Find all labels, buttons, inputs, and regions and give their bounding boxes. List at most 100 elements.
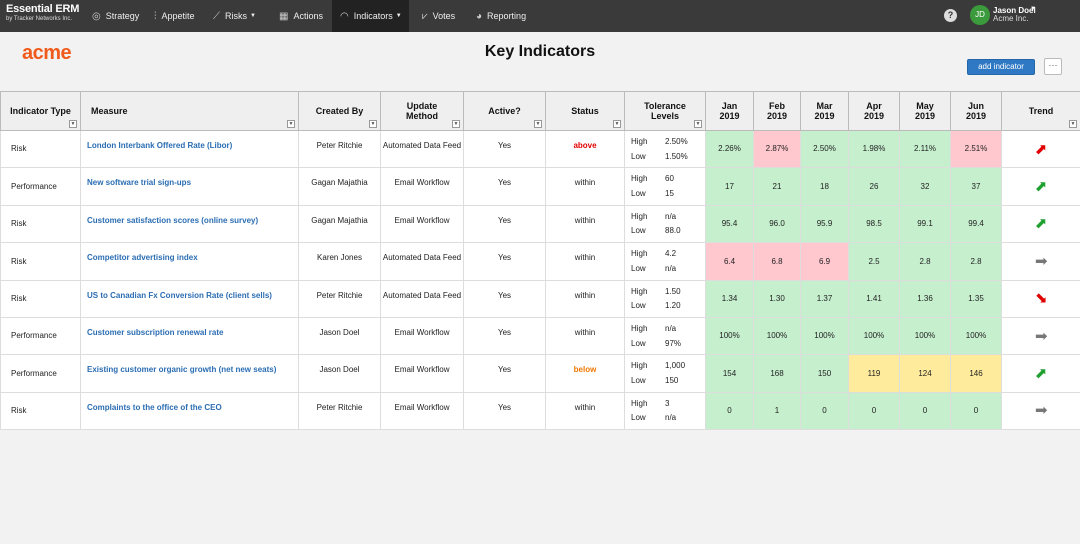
column-header[interactable]: Mar 2019 (800, 91, 849, 131)
month-value[interactable]: 100% (899, 316, 951, 356)
month-value[interactable]: 1.41 (848, 279, 900, 318)
column-header[interactable]: Jun 2019 (950, 91, 1002, 131)
month-value[interactable]: 2.26% (705, 129, 754, 169)
month-value[interactable]: 1.36 (899, 279, 951, 318)
measure-link[interactable]: Customer subscription renewal rate (80, 316, 299, 356)
month-value[interactable]: 17 (705, 167, 754, 206)
measure-link[interactable]: Complaints to the office of the CEO (80, 391, 299, 431)
month-value[interactable]: 168 (753, 354, 801, 393)
column-header[interactable]: Indicator Type ▼ (0, 91, 81, 131)
month-value[interactable]: 154 (705, 354, 754, 393)
month-value[interactable]: 0 (848, 391, 900, 431)
filter-icon[interactable]: ▼ (452, 120, 460, 128)
month-value[interactable]: 6.8 (753, 242, 801, 281)
month-value[interactable]: 32 (899, 167, 951, 206)
measure-link[interactable]: Existing customer organic growth (net ne… (80, 354, 299, 393)
measure-link[interactable]: London Interbank Offered Rate (Libor) (80, 129, 299, 169)
month-value[interactable]: 6.9 (800, 242, 849, 281)
measure-link[interactable]: US to Canadian Fx Conversion Rate (clien… (80, 279, 299, 318)
filter-icon[interactable]: ▼ (69, 120, 77, 128)
column-header[interactable]: Active? ▼ (463, 91, 546, 131)
filter-icon[interactable]: ▼ (613, 120, 621, 128)
measure-link[interactable]: Customer satisfaction scores (online sur… (80, 204, 299, 244)
nav-risks[interactable]: ⟋ Risks ▼ (213, 0, 256, 32)
month-value[interactable]: 2.5 (848, 242, 900, 281)
month-value[interactable]: 100% (753, 316, 801, 356)
nav-indicators[interactable]: ◠ Indicators ▼ (332, 0, 409, 32)
nav-reporting[interactable]: ◕ Reporting (476, 0, 526, 32)
month-value[interactable]: 18 (800, 167, 849, 206)
month-value[interactable]: 98.5 (848, 204, 900, 244)
nav-votes[interactable]: ⩗ Votes (422, 0, 455, 32)
month-value[interactable]: 37 (950, 167, 1002, 206)
table-row[interactable]: Risk London Interbank Offered Rate (Libor… (0, 129, 1080, 169)
filter-icon[interactable]: ▼ (287, 120, 295, 128)
month-value[interactable]: 0 (899, 391, 951, 431)
column-header[interactable]: May 2019 (899, 91, 951, 131)
month-value[interactable]: 96.0 (753, 204, 801, 244)
month-value[interactable]: 2.51% (950, 129, 1002, 169)
measure-link[interactable]: Competitor advertising index (80, 242, 299, 281)
month-value[interactable]: 146 (950, 354, 1002, 393)
month-value[interactable]: 26 (848, 167, 900, 206)
column-header[interactable]: Created By ▼ (298, 91, 381, 131)
table-row[interactable]: Risk Competitor advertising index Karen Jo… (0, 242, 1080, 281)
month-value[interactable]: 95.9 (800, 204, 849, 244)
month-value[interactable]: 2.8 (899, 242, 951, 281)
table-row[interactable]: Performance New software trial sign-ups Ga… (0, 167, 1080, 206)
month-value[interactable]: 100% (950, 316, 1002, 356)
month-value[interactable]: 100% (705, 316, 754, 356)
nav-appetite[interactable]: ⫶ Appetite (154, 0, 195, 32)
month-value[interactable]: 2.8 (950, 242, 1002, 281)
column-header[interactable]: Status ▼ (545, 91, 625, 131)
measure-link[interactable]: New software trial sign-ups (80, 167, 299, 206)
column-header[interactable]: Feb 2019 (753, 91, 801, 131)
month-value[interactable]: 0 (950, 391, 1002, 431)
month-value[interactable]: 1 (753, 391, 801, 431)
month-value[interactable]: 95.4 (705, 204, 754, 244)
month-value[interactable]: 99.1 (899, 204, 951, 244)
month-value[interactable]: 21 (753, 167, 801, 206)
column-header[interactable]: Trend ▼ (1001, 91, 1080, 131)
nav-actions[interactable]: ▦ Actions (279, 0, 323, 32)
filter-icon[interactable]: ▼ (694, 120, 702, 128)
column-header[interactable]: Apr 2019 (848, 91, 900, 131)
month-value[interactable]: 0 (705, 391, 754, 431)
avatar[interactable]: JD (970, 5, 990, 25)
month-value[interactable]: 99.4 (950, 204, 1002, 244)
month-value[interactable]: 2.11% (899, 129, 951, 169)
add-indicator-button[interactable]: add indicator (967, 59, 1035, 75)
month-value[interactable]: 119 (848, 354, 900, 393)
month-value[interactable]: 2.87% (753, 129, 801, 169)
user-name[interactable]: Jason Doel (993, 6, 1036, 15)
column-header[interactable]: Jan 2019 (705, 91, 754, 131)
filter-icon[interactable]: ▼ (369, 120, 377, 128)
table-row[interactable]: Risk US to Canadian Fx Conversion Rate (c… (0, 279, 1080, 318)
table-row[interactable]: Performance Customer subscription renewal… (0, 316, 1080, 356)
month-value[interactable]: 2.50% (800, 129, 849, 169)
month-value[interactable]: 150 (800, 354, 849, 393)
user-menu-chevron-icon[interactable]: ▼ (1030, 6, 1036, 12)
table-row[interactable]: Performance Existing customer organic gro… (0, 354, 1080, 393)
month-value[interactable]: 0 (800, 391, 849, 431)
month-value[interactable]: 1.35 (950, 279, 1002, 318)
month-value[interactable]: 100% (848, 316, 900, 356)
month-value[interactable]: 1.30 (753, 279, 801, 318)
help-icon[interactable]: ? (944, 9, 957, 22)
month-value[interactable]: 100% (800, 316, 849, 356)
column-header[interactable]: Measure ▼ (80, 91, 299, 131)
filter-icon[interactable]: ▼ (1069, 120, 1077, 128)
column-header[interactable]: Update Method ▼ (380, 91, 464, 131)
nav-strategy[interactable]: ◎ Strategy (92, 0, 139, 32)
filter-icon[interactable]: ▼ (534, 120, 542, 128)
table-row[interactable]: Risk Customer satisfaction scores (online… (0, 204, 1080, 244)
month-value[interactable]: 124 (899, 354, 951, 393)
more-options-button[interactable]: ··· (1044, 58, 1062, 75)
month-value[interactable]: 1.98% (848, 129, 900, 169)
month-value[interactable]: 1.34 (705, 279, 754, 318)
table-row[interactable]: Risk Complaints to the office of the CEO P… (0, 391, 1080, 431)
brand[interactable]: Essential ERM by Tracker Networks Inc. (6, 4, 79, 23)
column-header[interactable]: Tolerance Levels ▼ (624, 91, 706, 131)
month-value[interactable]: 6.4 (705, 242, 754, 281)
month-value[interactable]: 1.37 (800, 279, 849, 318)
